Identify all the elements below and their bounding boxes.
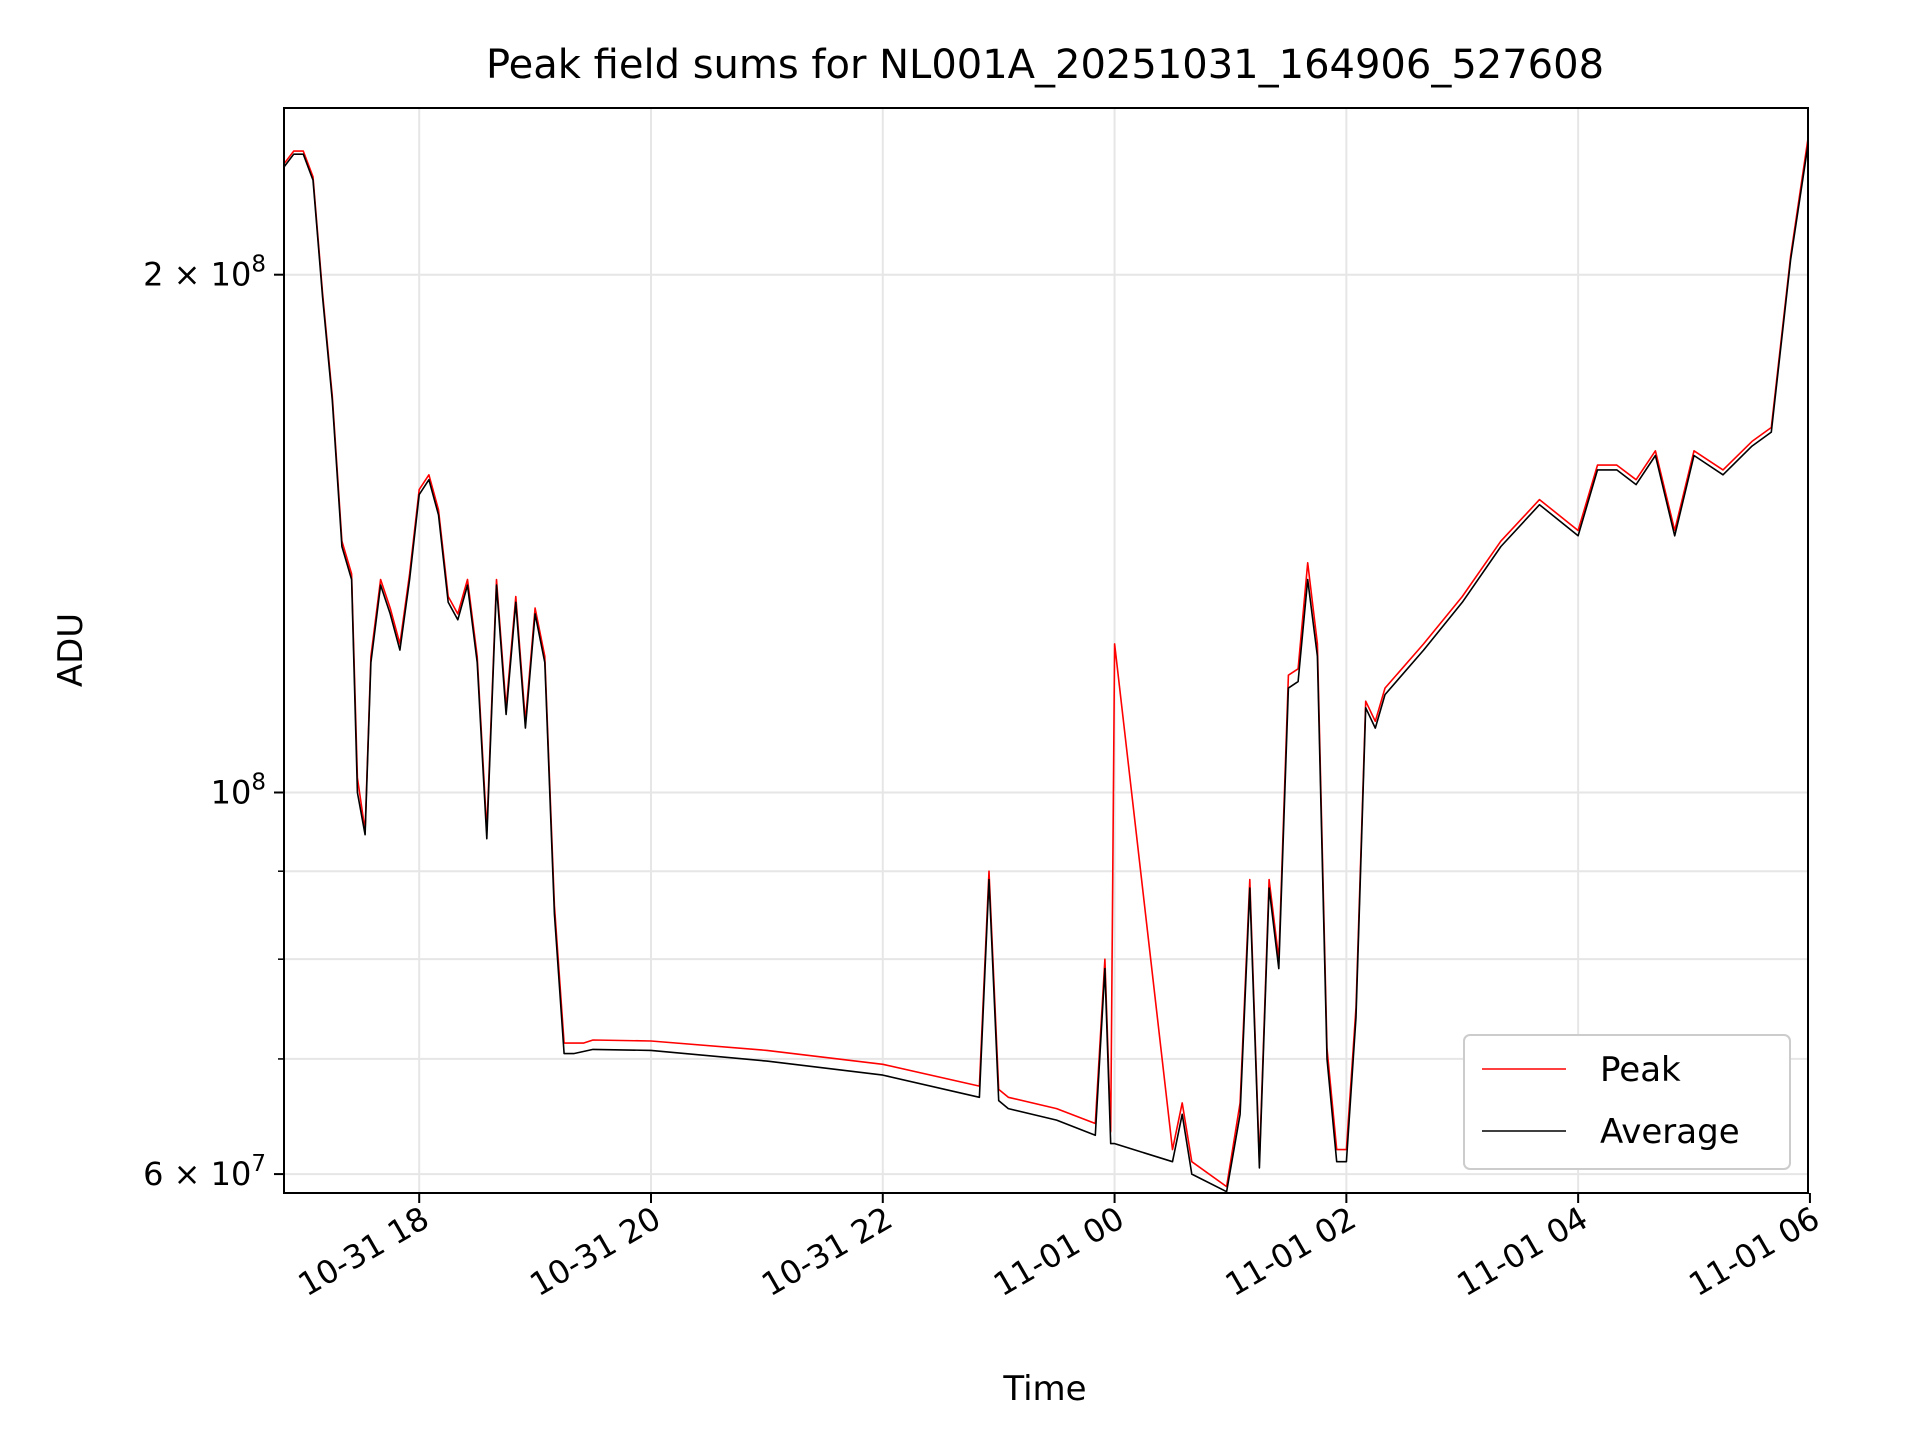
legend-average-label: Average <box>1600 1112 1740 1152</box>
y-tick-label: 108 <box>211 769 266 811</box>
legend-peak-label: Peak <box>1600 1050 1681 1090</box>
chart-title: Peak field sums for NL001A_20251031_1649… <box>486 42 1604 88</box>
legend: Peak Average <box>1463 1034 1791 1170</box>
series-line-peak <box>283 138 1809 1188</box>
series-line-average <box>283 144 1809 1193</box>
y-axis-label: ADU <box>51 613 91 687</box>
series-lines <box>283 138 1809 1193</box>
y-tick-label: 6 × 107 <box>143 1151 266 1193</box>
y-tick-label: 2 × 108 <box>143 252 266 294</box>
axes-frame <box>283 107 1809 1194</box>
x-axis-label: Time <box>1002 1369 1086 1409</box>
y-axis: 2 × 108 108 6 × 107 <box>143 252 284 1193</box>
plot-area <box>283 107 1809 1194</box>
